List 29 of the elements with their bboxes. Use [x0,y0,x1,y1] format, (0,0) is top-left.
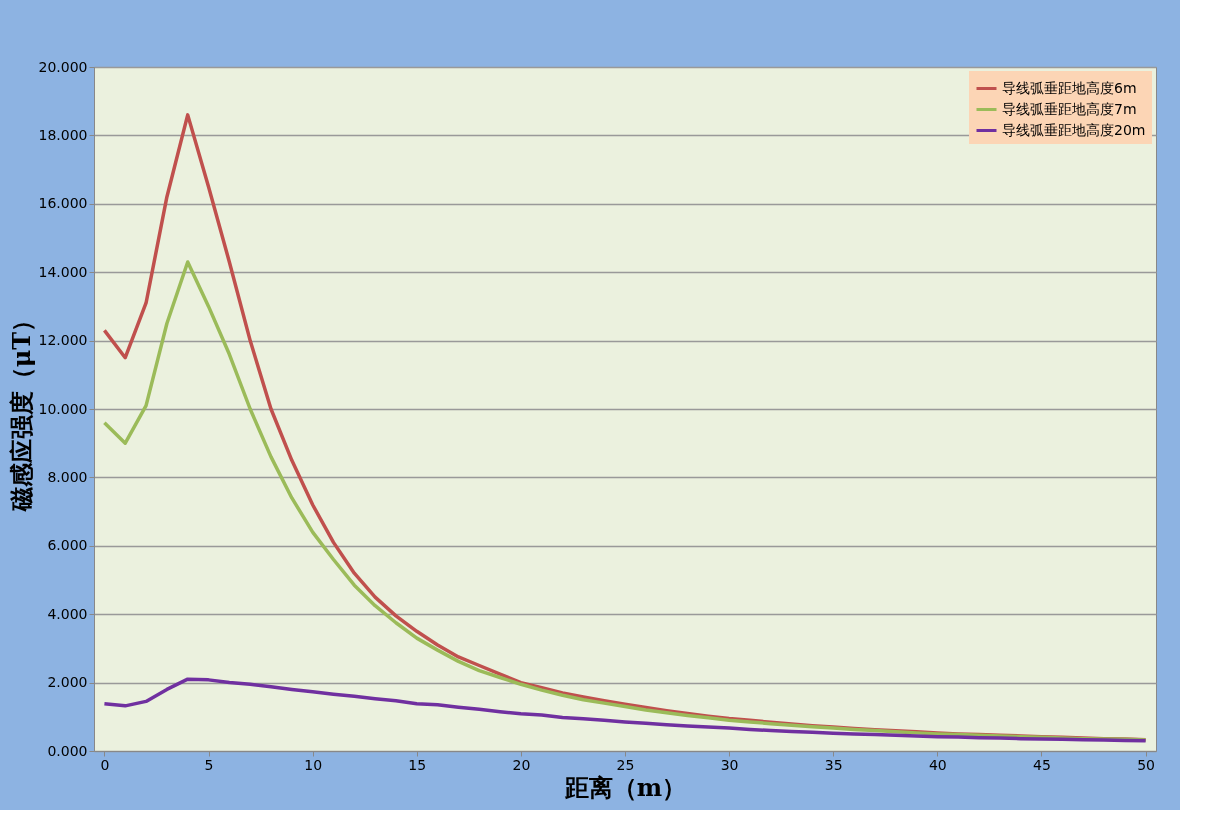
x-tick-label: 30 [720,756,739,773]
y-tick-label: 10.000 [38,400,88,417]
x-tick-label: 15 [408,756,427,773]
legend-label: 导线弧垂距地高度7m [1002,100,1137,117]
y-tick-label: 6.000 [47,537,88,554]
x-tick-label: 5 [204,756,214,773]
y-tick-label: 0.000 [47,742,88,759]
y-tick-label: 16.000 [38,195,88,212]
x-axis-title: 距离（m） [563,772,687,802]
legend-label: 导线弧垂距地高度6m [1002,79,1137,96]
y-tick-label: 12.000 [38,332,88,349]
y-tick-label: 4.000 [47,605,88,622]
x-tick-label: 40 [928,756,947,773]
y-tick-label: 20.000 [38,58,88,75]
y-tick-label: 8.000 [47,468,88,485]
y-tick-label: 2.000 [47,674,88,691]
x-tick-label: 10 [304,756,323,773]
y-axis-title: 磁感应强度（μT） [6,307,36,513]
legend-label: 导线弧垂距地高度20m [1002,121,1146,138]
x-tick-label: 45 [1033,756,1051,773]
y-tick-label: 14.000 [38,263,88,280]
x-tick-label: 50 [1137,756,1155,773]
x-tick-label: 35 [824,756,843,773]
x-tick-label: 25 [616,756,635,773]
line-series [102,260,1148,742]
x-tick-label: 20 [512,756,531,773]
x-tick-label: 0 [100,756,110,773]
line-series [102,677,1148,743]
y-tick-label: 18.000 [38,126,88,143]
